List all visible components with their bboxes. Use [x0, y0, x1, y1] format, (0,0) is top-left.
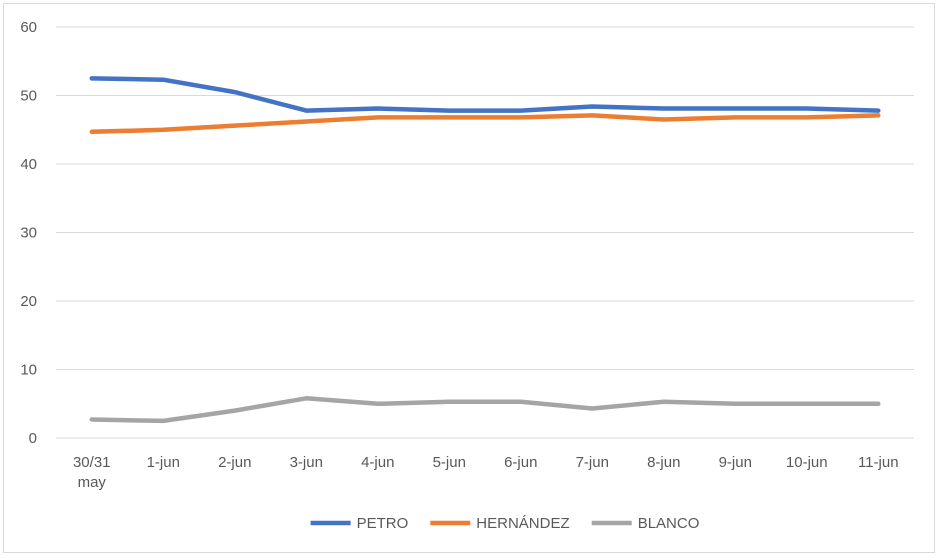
- legend: PETRO HERNÁNDEZ BLANCO: [310, 515, 700, 532]
- chart-frame: 0 10 20 30 40 50 60 30/31 may 1-jun 2-jun 3-jun 4-j…: [3, 3, 935, 553]
- legend-label: BLANCO: [638, 515, 700, 532]
- x-tick-label-8: 8-jun: [647, 454, 680, 471]
- x-tick-label-7: 7-jun: [576, 454, 609, 471]
- y-tick-label-0: 0: [29, 430, 37, 447]
- legend-item-blanco: BLANCO: [591, 515, 700, 532]
- y-tick-label-40: 40: [20, 156, 37, 173]
- y-tick-label-10: 10: [20, 362, 37, 379]
- y-tick-label-20: 20: [20, 293, 37, 310]
- gridlines: [56, 26, 914, 439]
- y-tick-label-50: 50: [20, 88, 37, 105]
- y-tick-label-30: 30: [20, 225, 37, 242]
- x-tick-label-2: 2-jun: [218, 454, 251, 471]
- x-tick-label-11: 11-jun: [858, 454, 899, 471]
- series-line-petro: [89, 76, 881, 113]
- x-tick-label-4: 4-jun: [361, 454, 394, 471]
- x-tick-label-10: 10-jun: [786, 454, 828, 471]
- y-axis-tick-labels: 0 10 20 30 40 50 60: [20, 19, 37, 447]
- legend-label: PETRO: [357, 515, 409, 532]
- series-lines: [89, 76, 881, 424]
- series-line-hernández: [89, 113, 881, 135]
- legend-item-hernández: HERNÁNDEZ: [430, 515, 570, 532]
- line-chart: 0 10 20 30 40 50 60 30/31 may 1-jun 2-jun 3-jun 4-j…: [20, 19, 914, 532]
- x-tick-label-1: 1-jun: [147, 454, 180, 471]
- x-tick-label-9: 9-jun: [719, 454, 752, 471]
- legend-label: HERNÁNDEZ: [476, 515, 569, 532]
- legend-item-petro: PETRO: [310, 515, 409, 532]
- x-tick-label-6: 6-jun: [504, 454, 537, 471]
- y-tick-label-60: 60: [20, 19, 37, 36]
- x-tick-label-0: 30/31 may: [73, 454, 111, 491]
- x-tick-label-3: 3-jun: [290, 454, 323, 471]
- x-tick-label-5: 5-jun: [433, 454, 466, 471]
- x-axis-tick-labels: 30/31 may 1-jun 2-jun 3-jun 4-jun 5-jun 6-jun 7-…: [73, 454, 899, 491]
- series-line-blanco: [89, 396, 881, 424]
